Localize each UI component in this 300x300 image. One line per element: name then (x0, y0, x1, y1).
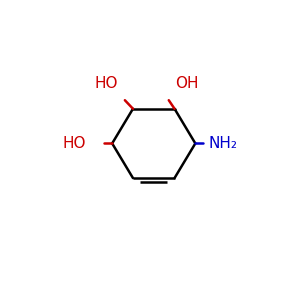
Text: HO: HO (62, 136, 86, 151)
Text: NH₂: NH₂ (208, 136, 238, 151)
Text: HO: HO (94, 76, 118, 91)
Text: OH: OH (176, 76, 199, 91)
